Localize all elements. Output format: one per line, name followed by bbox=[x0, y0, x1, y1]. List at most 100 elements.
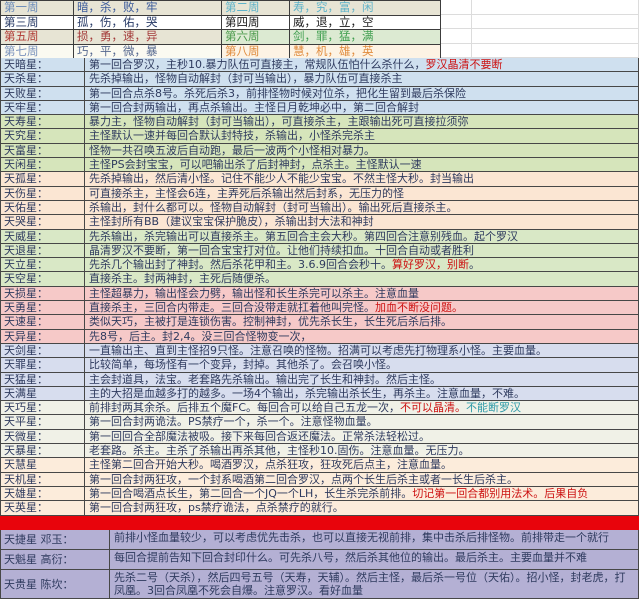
star-row: 天佑星： 杀输出，封什么都可以。怪物自动解封（封可当输出）。输出死后直接杀主。 bbox=[0, 200, 639, 216]
star-name-cell: 天满星 bbox=[0, 386, 85, 401]
star-name-cell: 天伤星： bbox=[0, 186, 85, 200]
star-desc-cell: 第一回合封两狂攻，一个封系喝酒第二回合罗汉，点两个长生后杀主或者一长生后杀主。 bbox=[85, 472, 639, 486]
star-name-cell: 天勇星： bbox=[0, 301, 85, 315]
star-desc-cell: 第一回合罗汉，主秒10.暴力队伍可直接主，常规队伍怕什么杀什么，罗汉晶清不要断 bbox=[85, 58, 639, 72]
strategy-text: 主会封道具，法宝。老套路先杀输出。输出完了长生和神封。然后主怪。 bbox=[89, 372, 441, 386]
strategy-text: 主怪第二回合开始大秒。喝酒罗汉，点杀狂攻，狂攻死后点主，注意血量。 bbox=[89, 458, 452, 472]
star-name-cell: 天慧星 bbox=[0, 458, 85, 472]
star-name-cell: 天剑星： bbox=[0, 343, 85, 358]
week-stars-cell: 寿，究，富，闲 bbox=[290, 1, 441, 16]
boss-row: 天贵星 陈坎： 先杀二号（天杀），然后四号五号（天寿，天辅）。然后主怪，最后杀一号… bbox=[0, 569, 639, 599]
star-row: 天异星： 先8号，后主。封2,4。没三回合怪物变一次， bbox=[0, 329, 639, 344]
star-row: 天慧星 主怪第二回合开始大秒。喝酒罗汉，点杀狂攻，狂攻死后点主，注意血量。 bbox=[0, 458, 639, 473]
star-row: 天巧星： 前排封两其余杀。后排五个魔FC。每回合可以给自己五龙一次，不可以晶清。不… bbox=[0, 401, 639, 416]
week-stars-cell: 暗，杀，败，牢 bbox=[74, 1, 222, 16]
star-row: 天究星： 主怪默认一速并每回合默认封特技，杀输出，小怪杀完杀主 bbox=[0, 129, 639, 144]
strategy-text: 第一回合喝酒点长生，第二回合一个JQ一个LH，长生杀完杀前排。 bbox=[89, 486, 413, 500]
boss-row: 天捷星 邓玉： 前排小怪血量较少，可以考虑优先击杀，也可以直接无视前排，集中击杀后… bbox=[0, 529, 639, 550]
star-desc-cell: 先杀几个输出封了神封。然后杀花甲和主。3.6.9回合会秒十。算好罗汉，别断。 bbox=[85, 258, 639, 272]
week-label-cell: 第二周 bbox=[222, 1, 290, 16]
star-name-cell: 天闲星： bbox=[0, 158, 85, 172]
star-desc-cell: 主怪超暴力，输出怪会力劈，输出怪和长生杀完可以杀主。注意血量 bbox=[85, 286, 639, 301]
star-desc-cell: 直接杀主。封两神封，主死后随便杀。 bbox=[85, 272, 639, 286]
star-name-cell: 天平星： bbox=[0, 415, 85, 429]
empty-grid-cell bbox=[472, 14, 639, 29]
strategy-warning-text: 不可以晶清。 bbox=[400, 401, 467, 415]
star-row: 天闲星： 主怪PS会封宝宝，可以吧输出杀了后封神封，点杀主。主怪默认一速 bbox=[0, 158, 639, 173]
star-row: 天富星： 怪物一共召唤五波后自动跑，最后一波两个小怪相对暴力。 bbox=[0, 143, 639, 159]
star-desc-cell: 主怪PS会封宝宝，可以吧输出杀了后封神封，点杀主。主怪默认一速 bbox=[85, 158, 639, 172]
star-desc-cell: 第一回合封两狂攻，ps禁疗诡法，点杀禁疗的就行。 bbox=[85, 501, 639, 515]
week-label-cell: 第一周 bbox=[1, 1, 74, 16]
strategy-warning-text: 算好罗汉，别断 bbox=[392, 258, 469, 272]
star-desc-cell: 一直输出主、直到主怪招9只怪。注意召唤的怪物。招满可以考虑先打物理系小怪。主要血… bbox=[85, 343, 639, 358]
star-name-cell: 天立星： bbox=[0, 258, 85, 272]
star-name-cell: 天损星： bbox=[0, 286, 85, 301]
star-row: 天罪星： 比较简单，每场怪有一个变异，封掉。其他杀了。会召唤小怪。 bbox=[0, 358, 639, 373]
empty-grid-area bbox=[441, 0, 639, 58]
star-name-cell: 天寿星： bbox=[0, 115, 85, 129]
star-row: 天哭星： 主怪封所有BB（建议宝宝保护脆皮），杀输出封大法和神封 bbox=[0, 215, 639, 230]
empty-grid-cell bbox=[441, 43, 472, 58]
star-row: 天平星： 第一回合封两诡法。PS禁疗一个，杀一个。注意怪物血量。 bbox=[0, 415, 639, 430]
strategy-warning-text: 不能断罗汉 bbox=[466, 401, 522, 415]
strategy-text: 杀输出，封什么都可以。怪物自动解封（封可当输出）。输出死后直接杀主。 bbox=[89, 200, 458, 214]
week-stars-cell: 慧，机，雄，英 bbox=[290, 44, 441, 59]
strategy-text: 主怪默认一速并每回合默认封特技，杀输出，小怪杀完杀主 bbox=[89, 129, 375, 143]
star-desc-cell: 杀输出，封什么都可以。怪物自动解封（封可当输出）。输出死后直接杀主。 bbox=[85, 200, 639, 215]
strategy-text: 前排封两其余杀。后排五个魔FC。每回合可以给自己五龙一次， bbox=[89, 401, 401, 415]
star-row: 天勇星： 直接杀主，三回合内带走。三回合没带走就扛着他叫完怪。加血不断没问题。 bbox=[0, 301, 639, 316]
strategy-text: 第一回合罗汉，主秒10.暴力队伍可直接主，常规队伍怕什么杀什么， bbox=[89, 58, 426, 71]
empty-grid-cell bbox=[472, 43, 639, 58]
star-name-cell: 天英星： bbox=[0, 501, 85, 515]
star-name-cell: 天巧星： bbox=[0, 401, 85, 415]
week-header-row: 第三周 孤，伤，佑，哭 第四周 威，退，立，空 bbox=[1, 15, 441, 30]
strategy-text: 第一回合封两狂攻，ps禁疗诡法，点杀禁疗的就行。 bbox=[89, 501, 344, 515]
star-name-cell: 天牢星： bbox=[0, 100, 85, 115]
star-name-cell: 天败星： bbox=[0, 86, 85, 100]
strategy-text: 晶清罗汉不要断，第一回合宝宝打对位。让他们持续扣血。十回合自动或者胜利 bbox=[89, 243, 474, 257]
week-label-cell: 第四周 bbox=[222, 15, 290, 30]
week-stars-cell: 威，退，立，空 bbox=[290, 15, 441, 30]
star-desc-cell: 可直接杀主，主怪会6连，主弄死后杀输出然后封系，无压力的怪 bbox=[85, 186, 639, 200]
star-row: 天英星： 第一回合封两狂攻，ps禁疗诡法，点杀禁疗的就行。 bbox=[0, 501, 639, 516]
star-desc-cell: 主怪默认一速并每回合默认封特技，杀输出，小怪杀完杀主 bbox=[85, 129, 639, 143]
strategy-text: 先杀掉输出，怪物自动解封（封可当输出），暴力队伍可直接杀主 bbox=[89, 72, 403, 86]
star-name-cell: 天杀星： bbox=[0, 72, 85, 86]
star-strategy-table: 天暗星： 第一回合罗汉，主秒10.暴力队伍可直接主，常规队伍怕什么杀什么，罗汉晶清… bbox=[0, 58, 639, 516]
strategy-text: 主怪超暴力，输出怪会力劈，输出怪和长生杀完可以杀主。注意血量 bbox=[89, 286, 419, 300]
week-header-row: 第一周 暗，杀，败，牢 第二周 寿，究，富，闲 bbox=[1, 1, 441, 16]
star-desc-cell: 晶清罗汉不要断，第一回合宝宝打对位。让他们持续扣血。十回合自动或者胜利 bbox=[85, 243, 639, 258]
star-name-cell: 天微星： bbox=[0, 429, 85, 444]
boss-name-cell: 天捷星 邓玉： bbox=[0, 529, 110, 549]
star-name-cell: 天富星： bbox=[0, 143, 85, 158]
empty-grid-cell bbox=[441, 29, 472, 44]
strategy-warning-text: 罗汉晶清不要断 bbox=[425, 58, 503, 71]
strategy-warning-text: 切记第一回合都别用法术。后果自负 bbox=[412, 486, 589, 500]
boss-name-cell: 天贵星 陈坎： bbox=[0, 569, 110, 598]
empty-grid-cell bbox=[441, 0, 472, 15]
star-desc-cell: 比较简单，每场怪有一个变异，封掉。其他杀了。会召唤小怪。 bbox=[85, 358, 639, 372]
star-row: 天立星： 先杀几个输出封了神封。然后杀花甲和主。3.6.9回合会秒十。算好罗汉，别… bbox=[0, 258, 639, 273]
boss-name-cell: 天魁星 高衍： bbox=[0, 549, 110, 569]
week-header-table: 第一周 暗，杀，败，牢 第二周 寿，究，富，闲 第三周 孤，伤，佑，哭 第四周 威，退，立，空… bbox=[0, 0, 441, 59]
week-stars-cell: 损，勇，速，异 bbox=[74, 30, 222, 45]
strategy-text: 直接杀主。封两神封，主死后随便杀。 bbox=[89, 272, 276, 286]
star-row: 天猛星： 主会封道具，法宝。老套路先杀输出。输出完了长生和神封。然后主怪。 bbox=[0, 372, 639, 387]
star-desc-cell: 主会封道具，法宝。老套路先杀输出。输出完了长生和神封。然后主怪。 bbox=[85, 372, 639, 386]
strategy-text: 主怪封所有BB（建议宝宝保护脆皮），杀输出封大法和神封 bbox=[89, 215, 374, 229]
strategy-text: 先杀输出，杀完输出可以直接杀主。第五回合主会大秒。第四回合注意别残血。起个罗汉 bbox=[89, 229, 518, 243]
empty-grid-cell bbox=[441, 14, 472, 29]
strategy-text: 比较简单，每场怪有一个变异，封掉。其他杀了。会召唤小怪。 bbox=[89, 358, 397, 372]
star-desc-cell: 怪物一共召唤五波后自动跑，最后一波两个小怪相对暴力。 bbox=[85, 143, 639, 158]
week-label-cell: 第三周 bbox=[1, 15, 74, 30]
star-row: 天满星 主的大招是血越多打的越多。一场4个输出，杀完输出杀长生，再杀主。注意血量，… bbox=[0, 386, 639, 402]
week-header-row: 第七周 巧，平，微，暴 第八周 慧，机，雄，英 bbox=[1, 44, 441, 59]
star-row: 天雄星： 第一回合喝酒点长生，第二回合一个JQ一个LH，长生杀完杀前排。切记第一回… bbox=[0, 486, 639, 502]
strategy-text: 先杀几个输出封了神封。然后杀花甲和主。3.6.9回合会秒十。 bbox=[89, 258, 392, 272]
star-name-cell: 天哭星： bbox=[0, 215, 85, 229]
week-label-cell: 第八周 bbox=[222, 44, 290, 59]
star-desc-cell: 先杀输出，杀完输出可以直接杀主。第五回合主会大秒。第四回合注意别残血。起个罗汉 bbox=[85, 229, 639, 243]
star-row: 天杀星： 先杀掉输出，怪物自动解封（封可当输出），暴力队伍可直接杀主 bbox=[0, 72, 639, 87]
star-row: 天退星： 晶清罗汉不要断，第一回合宝宝打对位。让他们持续扣血。十回合自动或者胜利 bbox=[0, 243, 639, 259]
